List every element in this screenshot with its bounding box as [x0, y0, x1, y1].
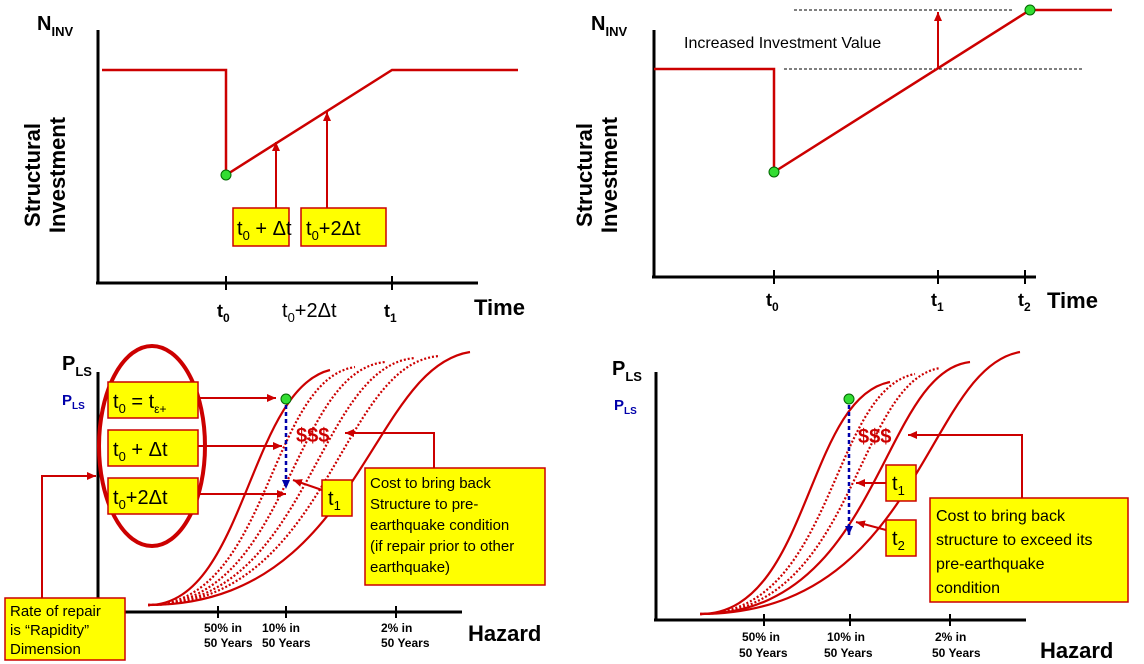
tick-label-t0: t0 — [217, 301, 230, 325]
recovered-point — [1024, 4, 1036, 16]
panel-bottom-right: PLS PLS Hazard $$$ t1 t2 Cost to bring b… — [612, 350, 1129, 663]
recovery-point — [220, 169, 232, 181]
cost-note-line-1: Cost to bring back — [936, 508, 1066, 525]
rate-note-line-1: Rate of repair — [10, 603, 101, 620]
investment-curve — [102, 68, 518, 178]
box-t0-plus-dt — [232, 207, 290, 247]
x-axis-label: Time — [1047, 288, 1098, 313]
fragility-curve-dotted-1 — [699, 372, 916, 616]
cost-note-line-4: (if repair prior to other — [370, 538, 514, 555]
box-t2-text: t2 — [892, 528, 905, 553]
box-t0-plus-dt-text: t0 + Δt — [113, 439, 168, 464]
fragility-curve-original — [699, 360, 971, 616]
tick-label-50pct-l1: 50% in — [742, 630, 780, 644]
tick-label-2pct-l2: 50 Years — [381, 636, 430, 650]
cost-note-line-1: Cost to bring back — [370, 475, 491, 492]
tick-label-t2: t2 — [1018, 290, 1031, 314]
dollar-label: $$$ — [296, 425, 329, 447]
y-axis-label: PLS — [612, 358, 642, 384]
tick-label-2pct-l1: 2% in — [935, 630, 966, 644]
fragility-curve-improved — [699, 380, 891, 616]
box-t1-text: t1 — [892, 473, 905, 498]
x-axis-label: Hazard — [1040, 638, 1113, 663]
damage-point — [843, 393, 855, 405]
tick-label-10pct-l1: 10% in — [827, 630, 865, 644]
tick-label-50pct-l2: 50 Years — [739, 646, 788, 660]
box-t1 — [885, 464, 917, 502]
fragility-curve-dotted-2 — [147, 360, 386, 607]
arrow-rate-note — [41, 472, 96, 598]
cost-note-line-2: Structure to pre- — [370, 496, 478, 513]
tick-label-t1: t1 — [931, 290, 944, 314]
x-axis-label: Time — [474, 295, 525, 320]
recovery-point — [768, 166, 780, 178]
x-axis-label: Hazard — [468, 621, 541, 646]
tick-label-10pct-l1: 10% in — [262, 621, 300, 635]
rotated-label-structural: Structural — [20, 123, 45, 227]
cost-note-line-3: earthquake condition — [370, 517, 509, 534]
tick-label-50pct-l1: 50% in — [204, 621, 242, 635]
fragility-curve-dotted-1 — [147, 365, 356, 607]
arrow-box-t2 — [855, 520, 887, 531]
rotated-label-investment: Investment — [597, 116, 622, 233]
rate-note-line-2: is “Rapidity” — [10, 622, 89, 639]
cost-note-line-3: pre-earthquake — [936, 556, 1045, 573]
cost-note-box — [364, 467, 546, 586]
y-axis-label: NINV — [37, 13, 73, 39]
box-t0-plus-2dt — [300, 207, 387, 247]
tick-label-t0-2dt: t0+2Δt — [282, 300, 337, 325]
box-t0-eq-teps — [107, 381, 199, 419]
tick-label-50pct-l2: 50 Years — [204, 636, 253, 650]
y-axis-label: NINV — [591, 13, 627, 39]
box-t0-plus-dt-text: t0 + Δt — [237, 218, 292, 243]
panel-top-right: NINV Structural Investment Time Increase… — [572, 4, 1112, 314]
cost-note-box — [929, 497, 1129, 603]
arrow-box-t1 — [292, 479, 323, 491]
tick-label-2pct-l2: 50 Years — [932, 646, 981, 660]
cost-note-line-2: structure to exceed its — [936, 532, 1093, 549]
cost-note-line-5: earthquake) — [370, 559, 450, 576]
cost-note-line-4: condition — [936, 580, 1000, 597]
dollar-label: $$$ — [858, 426, 891, 448]
fragility-curve-dotted-2 — [699, 366, 941, 616]
box-t1-text: t1 — [328, 488, 341, 513]
y-sub-label: PLS — [62, 392, 85, 412]
arrow-cost-note — [908, 431, 1023, 498]
box-t0-plus-dt — [107, 429, 199, 467]
box-t1 — [321, 479, 353, 517]
panel-top-left: NINV Structural Investment Time t0 t0+2Δ… — [20, 13, 525, 325]
box-t0-plus-2dt-text: t0+2Δt — [306, 218, 361, 243]
box-t2 — [885, 519, 917, 557]
rotated-label-structural: Structural — [572, 123, 597, 227]
box-t0-plus-2dt-text: t0+2Δt — [113, 487, 168, 512]
tick-label-t1: t1 — [384, 301, 397, 325]
y-sub-label: PLS — [614, 397, 637, 417]
tick-label-10pct-l2: 50 Years — [262, 636, 311, 650]
box-t0-eq-teps-text: t0 = tε+ — [113, 391, 167, 416]
rotated-label-investment: Investment — [45, 116, 70, 233]
panel-bottom-left: PLS PLS Hazard $$$ t0 = tε+ t0 + Δt t0+2… — [4, 344, 546, 661]
increased-investment-label: Increased Investment Value — [684, 35, 881, 52]
damage-point — [280, 393, 292, 405]
rate-note-box — [4, 597, 126, 661]
box-t0-plus-2dt — [107, 477, 199, 515]
tick-label-t0: t0 — [766, 290, 779, 314]
arrow-cost-note — [345, 429, 435, 468]
tick-label-2pct-l1: 2% in — [381, 621, 412, 635]
rate-note-line-3: Dimension — [10, 641, 81, 658]
y-axis-label: PLS — [62, 353, 92, 379]
tick-label-10pct-l2: 50 Years — [824, 646, 873, 660]
